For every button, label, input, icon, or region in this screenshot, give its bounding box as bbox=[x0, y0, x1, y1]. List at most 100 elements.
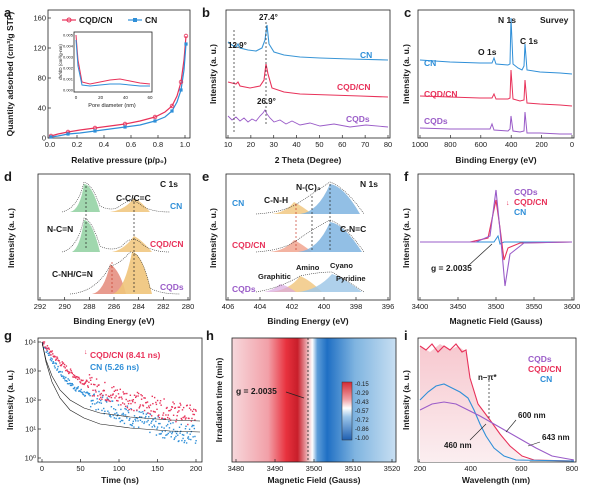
g-decay-point bbox=[76, 387, 79, 390]
g-decay-point bbox=[47, 352, 49, 355]
g-decay-point bbox=[187, 423, 189, 426]
g-decay-point bbox=[143, 409, 146, 412]
g-decay-point bbox=[73, 387, 75, 390]
g-decay-point bbox=[119, 417, 121, 419]
g-decay-point bbox=[139, 416, 141, 418]
g-decay-point bbox=[111, 394, 114, 396]
panel-a-xtick-label: 1.0 bbox=[180, 140, 190, 149]
g-decay-point bbox=[77, 386, 79, 388]
a-cn-point bbox=[179, 88, 183, 92]
g-decay-point bbox=[105, 399, 108, 402]
g-decay-point bbox=[91, 395, 94, 397]
g-decay-point bbox=[180, 417, 182, 420]
g-decay-point bbox=[116, 412, 118, 414]
panel-c-letter: c bbox=[404, 5, 411, 20]
g-decay-point bbox=[187, 436, 190, 438]
g-decay-point bbox=[133, 426, 135, 428]
panel-a-xtick-label: 0.4 bbox=[99, 140, 109, 149]
g-decay-point bbox=[140, 398, 143, 400]
g-decay-point bbox=[180, 404, 182, 406]
g-decay-point bbox=[44, 346, 47, 348]
g-decay-point bbox=[168, 427, 171, 429]
g-decay-point bbox=[191, 424, 194, 427]
g-decay-point bbox=[96, 398, 98, 400]
g-decay-point bbox=[181, 433, 184, 436]
g-decay-point bbox=[53, 362, 55, 364]
g-decay-point bbox=[66, 369, 68, 371]
g-decay-point bbox=[172, 414, 175, 416]
g-decay-point bbox=[104, 399, 107, 401]
g-decay-point bbox=[79, 390, 81, 392]
inset-ytick-label: 0.005 bbox=[63, 33, 74, 38]
g-decay-point bbox=[156, 408, 158, 411]
g-decay-point bbox=[124, 407, 126, 410]
g-decay-point bbox=[134, 401, 136, 404]
panel-b-cqdcn-curve bbox=[227, 63, 389, 98]
g-decay-point bbox=[135, 417, 137, 419]
panel-b-cqds-curve bbox=[227, 109, 389, 128]
g-decay-point bbox=[114, 389, 117, 392]
c-label-cqdcn: CQD/CN bbox=[424, 89, 458, 99]
g-decay-point bbox=[49, 351, 51, 354]
panel-i: i 200 400 600 800 CQDs CQD/CN CN n–π* 600 n… bbox=[401, 328, 578, 485]
g-decay-point bbox=[85, 379, 88, 381]
g-decay-point bbox=[114, 397, 116, 399]
g-decay-point bbox=[139, 419, 142, 422]
g-decay-point bbox=[193, 413, 196, 416]
panel-b-ylabel: Intensity (a. u.) bbox=[208, 44, 218, 104]
g-decay-point bbox=[162, 418, 165, 420]
g-decay-point bbox=[192, 436, 194, 438]
c-label-cn: CN bbox=[424, 58, 436, 68]
g-decay-point bbox=[182, 406, 185, 409]
panel-h-xtick-label: 3490 bbox=[267, 464, 284, 473]
g-decay-point bbox=[73, 374, 76, 377]
g-decay-point bbox=[156, 428, 158, 430]
g-decay-point bbox=[110, 406, 113, 408]
g-decay-point bbox=[45, 351, 47, 353]
d-label-cc: C-C/C=C bbox=[116, 193, 151, 203]
panel-e-frame bbox=[225, 173, 391, 301]
g-decay-point bbox=[171, 406, 174, 408]
g-decay-point bbox=[54, 356, 56, 358]
g-decay-point bbox=[137, 392, 140, 395]
g-decay-point bbox=[81, 379, 83, 382]
g-decay-point bbox=[136, 391, 139, 394]
g-decay-point bbox=[113, 390, 116, 393]
a-cn-point bbox=[184, 42, 188, 46]
panel-h-letter: h bbox=[206, 328, 214, 343]
g-decay-point bbox=[53, 365, 56, 367]
g-decay-point bbox=[93, 395, 95, 397]
g-decay-point bbox=[177, 411, 179, 413]
f-label-cqdcn: CQD/CN bbox=[514, 197, 548, 207]
g-decay-point bbox=[190, 420, 193, 422]
g-decay-point bbox=[98, 401, 101, 404]
g-decay-point bbox=[92, 394, 95, 396]
g-decay-point bbox=[69, 384, 72, 387]
g-decay-point bbox=[99, 394, 101, 396]
panel-g-ylabel: Intensity (a. u.) bbox=[5, 370, 15, 430]
g-decay-point bbox=[161, 426, 163, 428]
g-decay-point bbox=[66, 380, 68, 383]
g-decay-point bbox=[134, 420, 137, 422]
g-decay-point bbox=[104, 410, 106, 412]
g-decay-point bbox=[143, 397, 145, 399]
panel-a-xtick-label: 0.0 bbox=[45, 140, 55, 149]
a-cqdcn-point bbox=[178, 79, 184, 85]
g-decay-point bbox=[71, 384, 73, 387]
g-decay-point bbox=[148, 405, 150, 407]
g-decay-point bbox=[148, 416, 150, 418]
inset-xtick-label: 0 bbox=[75, 95, 78, 100]
panel-h-xtick-label: 3480 bbox=[228, 464, 245, 473]
panel-a-letter: a bbox=[4, 5, 12, 20]
g-decay-point bbox=[46, 345, 49, 347]
g-decay-point bbox=[105, 394, 107, 396]
inset-xtick-label: 40 bbox=[123, 95, 129, 100]
g-decay-point bbox=[89, 394, 91, 397]
g-decay-point bbox=[126, 405, 129, 407]
g-decay-point bbox=[158, 416, 161, 419]
g-decay-point bbox=[147, 412, 149, 414]
panel-d-ylabel: Intensity (a. u.) bbox=[6, 208, 16, 268]
panel-c-ylabel: Intensity (a. u.) bbox=[401, 44, 411, 104]
g-decay-point bbox=[160, 432, 162, 435]
panel-i-xtick-label: 800 bbox=[566, 464, 579, 473]
